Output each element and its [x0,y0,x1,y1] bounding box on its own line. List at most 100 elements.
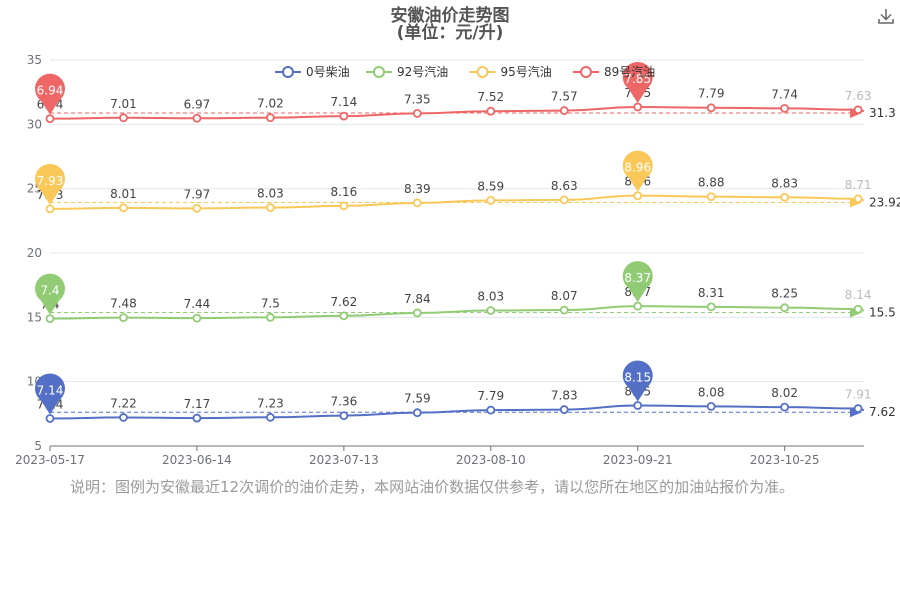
y-tick-label: 30 [27,117,42,131]
data-point[interactable] [192,413,202,423]
data-point[interactable] [265,203,275,212]
data-point[interactable] [853,194,863,204]
data-label: 8.88 [698,176,725,190]
data-point[interactable] [45,414,55,423]
data-label: 8.63 [551,179,578,193]
legend-swatch-dot[interactable] [282,66,294,78]
legend-item-label: 95号汽油 [501,64,552,79]
data-point[interactable] [412,198,422,208]
y-tick-label: 20 [27,246,42,260]
data-point[interactable] [853,105,863,115]
chart-title: 安徽油价走势图 [390,6,510,26]
data-point[interactable] [633,102,643,112]
data-point[interactable] [853,304,863,314]
legend-swatch-dot[interactable] [476,66,489,78]
data-label: 8.07 [551,289,578,303]
data-point[interactable] [119,203,128,213]
data-point[interactable] [486,306,496,315]
data-point[interactable] [45,114,55,124]
data-point[interactable] [339,411,349,421]
data-point[interactable] [559,195,569,205]
average-label: 7.62 [869,405,896,419]
data-label: 8.31 [698,286,725,300]
download-icon[interactable] [876,6,896,26]
data-point[interactable] [412,308,422,318]
data-label: 7.01 [110,97,137,111]
data-point[interactable] [706,192,716,202]
data-point[interactable] [265,412,275,422]
data-label: 7.02 [257,97,284,111]
data-point[interactable] [412,108,422,118]
data-point[interactable] [486,106,496,116]
data-point[interactable] [339,111,349,121]
data-label: 7.84 [404,292,431,306]
data-point[interactable] [633,301,643,311]
data-point[interactable] [339,311,349,321]
legend-item-label: 0号柴油 [306,65,350,79]
x-tick-label: 2023-09-21 [603,453,673,467]
x-tick-label: 2023-08-10 [456,453,526,467]
data-point[interactable] [265,113,275,123]
data-point[interactable] [45,204,55,214]
data-point[interactable] [559,405,569,414]
data-label: 8.02 [771,386,798,400]
legend-swatch-dot[interactable] [373,66,385,78]
data-label: 7.59 [404,392,431,406]
data-point[interactable] [45,314,55,324]
y-tick-label: 35 [27,53,42,67]
series-line-3 [49,105,865,120]
data-point[interactable] [119,313,128,322]
max-pin-marker [622,150,653,192]
data-point[interactable] [706,401,716,411]
data-point[interactable] [780,103,790,113]
y-tick-label: 5 [34,439,42,453]
average-label: 15.5 [869,306,896,320]
data-point[interactable] [780,192,790,202]
data-point[interactable] [265,312,275,322]
data-point[interactable] [706,302,716,312]
data-label: 8.03 [257,187,284,201]
data-point[interactable] [633,401,643,410]
data-point[interactable] [780,303,790,313]
data-point[interactable] [192,113,202,123]
data-point[interactable] [486,195,496,205]
data-label: 7.22 [110,396,137,410]
data-label: 8.08 [698,385,725,399]
data-point[interactable] [486,405,496,415]
data-label: 7.74 [771,87,798,101]
data-point[interactable] [119,413,128,422]
min-pin-marker-label: 7.4 [40,284,59,298]
data-label: 7.14 [331,95,358,109]
data-point[interactable] [192,313,202,323]
data-point[interactable] [192,203,202,213]
data-point[interactable] [339,201,349,211]
x-tick-label: 2023-06-14 [162,453,232,467]
data-point[interactable] [853,404,863,413]
average-label: 23.92 [869,196,900,210]
data-point[interactable] [633,191,643,201]
legend-item-label: 89号汽油 [604,64,655,79]
max-pin-marker [622,261,653,303]
average-label: 31.3 [869,106,896,120]
footnote: 说明：图例为安徽最近12次调价的油价走势，本网站油价数据仅供参考，请以您所在地区… [70,478,795,496]
data-label: 8.01 [110,187,137,201]
data-label: 7.48 [110,297,137,311]
min-pin-marker-label: 7.14 [37,383,64,397]
data-point[interactable] [706,103,716,113]
data-point[interactable] [559,305,569,315]
data-label: 8.03 [477,290,504,304]
max-pin-marker-label: 8.15 [624,370,651,384]
data-label: 8.25 [771,287,798,301]
min-pin-marker [35,273,65,315]
data-point[interactable] [412,408,422,418]
data-point[interactable] [119,113,128,123]
legend-swatch-dot[interactable] [580,66,592,78]
y-tick-label: 15 [27,310,42,324]
data-label: 7.5 [261,296,280,310]
data-label: 7.91 [845,388,872,402]
data-point[interactable] [780,402,790,412]
data-point[interactable] [559,106,569,115]
data-label: 8.71 [845,178,872,192]
data-label: 6.97 [184,97,211,111]
